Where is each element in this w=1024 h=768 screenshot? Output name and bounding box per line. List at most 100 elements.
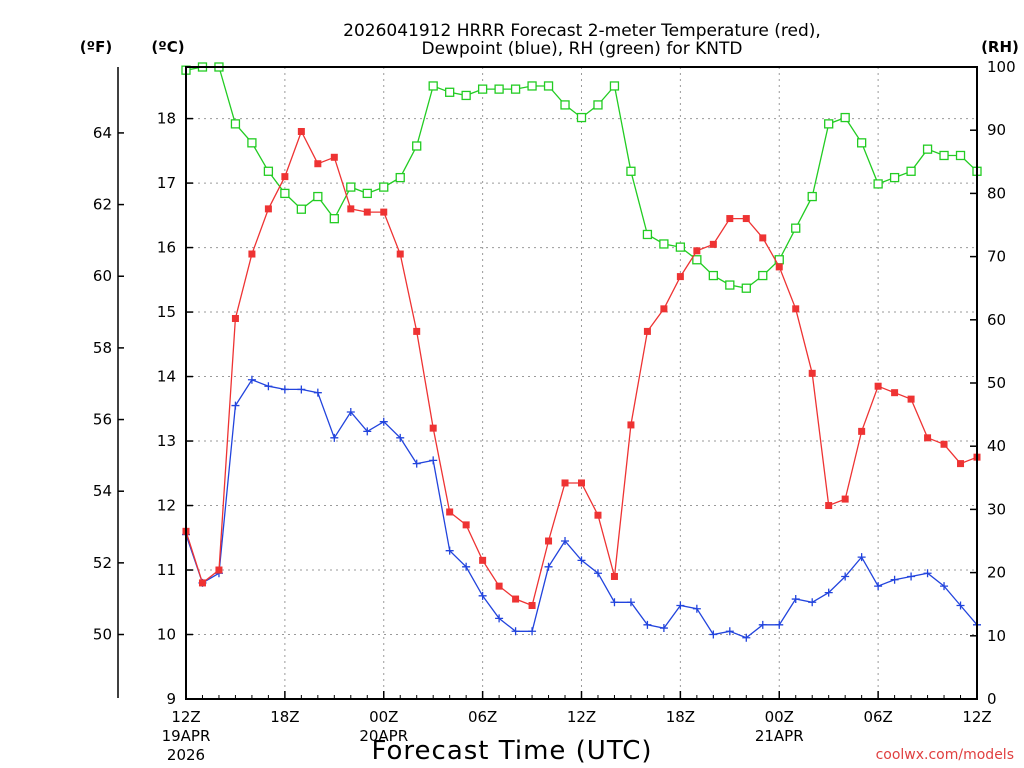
c-tick-label: 12 <box>157 497 176 515</box>
data-point <box>593 100 603 110</box>
data-point <box>314 160 322 168</box>
data-point <box>791 595 800 604</box>
rh-unit-label: (RH) <box>981 38 1019 56</box>
data-point <box>330 433 339 442</box>
data-point <box>840 112 850 123</box>
x-tick-date-label: 19APR <box>162 727 211 745</box>
data-point <box>626 598 635 607</box>
data-point <box>280 188 290 199</box>
data-point <box>429 424 437 432</box>
data-point <box>593 569 602 578</box>
f-tick-label: 50 <box>93 626 112 644</box>
data-point <box>577 556 586 565</box>
f-tick-label: 60 <box>93 267 112 285</box>
data-point <box>792 305 800 313</box>
data-point <box>248 250 256 258</box>
data-point <box>626 166 636 176</box>
grid-lines <box>186 67 977 699</box>
x-tick-label: 06Z <box>468 708 497 726</box>
chart-title-line2: Dewpoint (blue), RH (green) for KNTD <box>422 39 743 59</box>
data-point <box>264 382 273 391</box>
data-point <box>660 305 668 313</box>
rh-tick-label: 10 <box>987 627 1006 645</box>
data-point <box>281 173 289 181</box>
data-point <box>527 81 537 91</box>
rh-tick-label: 90 <box>987 121 1006 139</box>
data-point <box>610 598 619 607</box>
data-point <box>841 572 850 581</box>
data-point <box>709 240 717 248</box>
data-point <box>858 427 866 435</box>
x-tick-label: 12Z <box>962 708 991 726</box>
c-tick-label: 18 <box>157 110 176 128</box>
data-point <box>362 188 372 199</box>
axes-layer: 9 10 11 12 13 14 15 16 17 18 50 52 54 56 58 60 62 64 0 10 20… <box>93 58 1016 764</box>
data-point <box>643 327 651 335</box>
data-point <box>543 81 554 91</box>
data-point <box>511 627 520 636</box>
data-point <box>742 633 751 642</box>
data-point <box>479 556 487 564</box>
data-point <box>659 624 668 633</box>
data-point <box>264 205 272 213</box>
data-point <box>379 417 388 426</box>
rh-tick-label: 40 <box>987 437 1006 455</box>
rh-tick-label: 0 <box>987 690 997 708</box>
data-point <box>856 138 867 148</box>
data-point <box>395 172 405 183</box>
c-tick-label: 9 <box>166 690 176 708</box>
data-point <box>396 433 405 442</box>
data-point <box>874 382 882 390</box>
data-point <box>429 456 438 465</box>
data-point <box>741 283 751 293</box>
data-point <box>889 172 900 183</box>
data-point <box>330 153 338 161</box>
data-point <box>627 421 635 429</box>
data-point <box>824 588 833 597</box>
c-tick-label: 16 <box>157 239 176 257</box>
data-point <box>956 601 965 610</box>
data-point <box>346 408 355 417</box>
data-point <box>726 215 734 223</box>
x-tick-label: 18Z <box>270 708 299 726</box>
celsius-unit-label: (ºC) <box>151 38 184 56</box>
data-point <box>446 508 454 516</box>
data-point <box>692 604 701 613</box>
data-point <box>891 389 899 397</box>
data-point <box>907 395 915 403</box>
data-point <box>594 511 602 519</box>
data-point <box>313 388 322 397</box>
f-tick-label: 64 <box>93 124 112 142</box>
data-point <box>939 150 949 161</box>
c-tick-label: 14 <box>157 368 176 386</box>
rh-tick-label: 20 <box>987 564 1006 582</box>
plot-frame <box>185 66 978 700</box>
data-point <box>412 459 421 468</box>
data-point <box>957 460 965 468</box>
f-tick-label: 52 <box>93 554 112 572</box>
chart-title-line1: 2026041912 HRRR Forecast 2-meter Tempera… <box>343 21 821 41</box>
x-tick-label: 00Z <box>765 708 794 726</box>
data-point <box>280 385 289 394</box>
c-tick-label: 13 <box>157 432 176 450</box>
data-point <box>692 255 702 265</box>
data-point <box>890 575 899 584</box>
x-axis-title: Forecast Time (UTC) <box>371 736 652 766</box>
c-tick-label: 10 <box>157 626 176 644</box>
x-tick-label: 12Z <box>171 708 200 726</box>
series-dewpoint <box>182 375 981 642</box>
x-tick-label: 00Z <box>369 708 398 726</box>
x-tick-date-label: 20APR <box>359 727 408 745</box>
data-point <box>445 87 455 97</box>
data-point <box>545 537 553 545</box>
data-point <box>396 250 404 258</box>
data-point <box>561 537 570 545</box>
data-point <box>807 191 817 202</box>
x-tick-date-label: 21APR <box>755 727 804 745</box>
data-point <box>313 191 323 202</box>
rh-tick-label: 60 <box>987 311 1006 329</box>
series-layer <box>181 62 982 642</box>
data-point <box>742 215 750 223</box>
rh-tick-label: 30 <box>987 500 1006 518</box>
data-point <box>824 119 834 129</box>
